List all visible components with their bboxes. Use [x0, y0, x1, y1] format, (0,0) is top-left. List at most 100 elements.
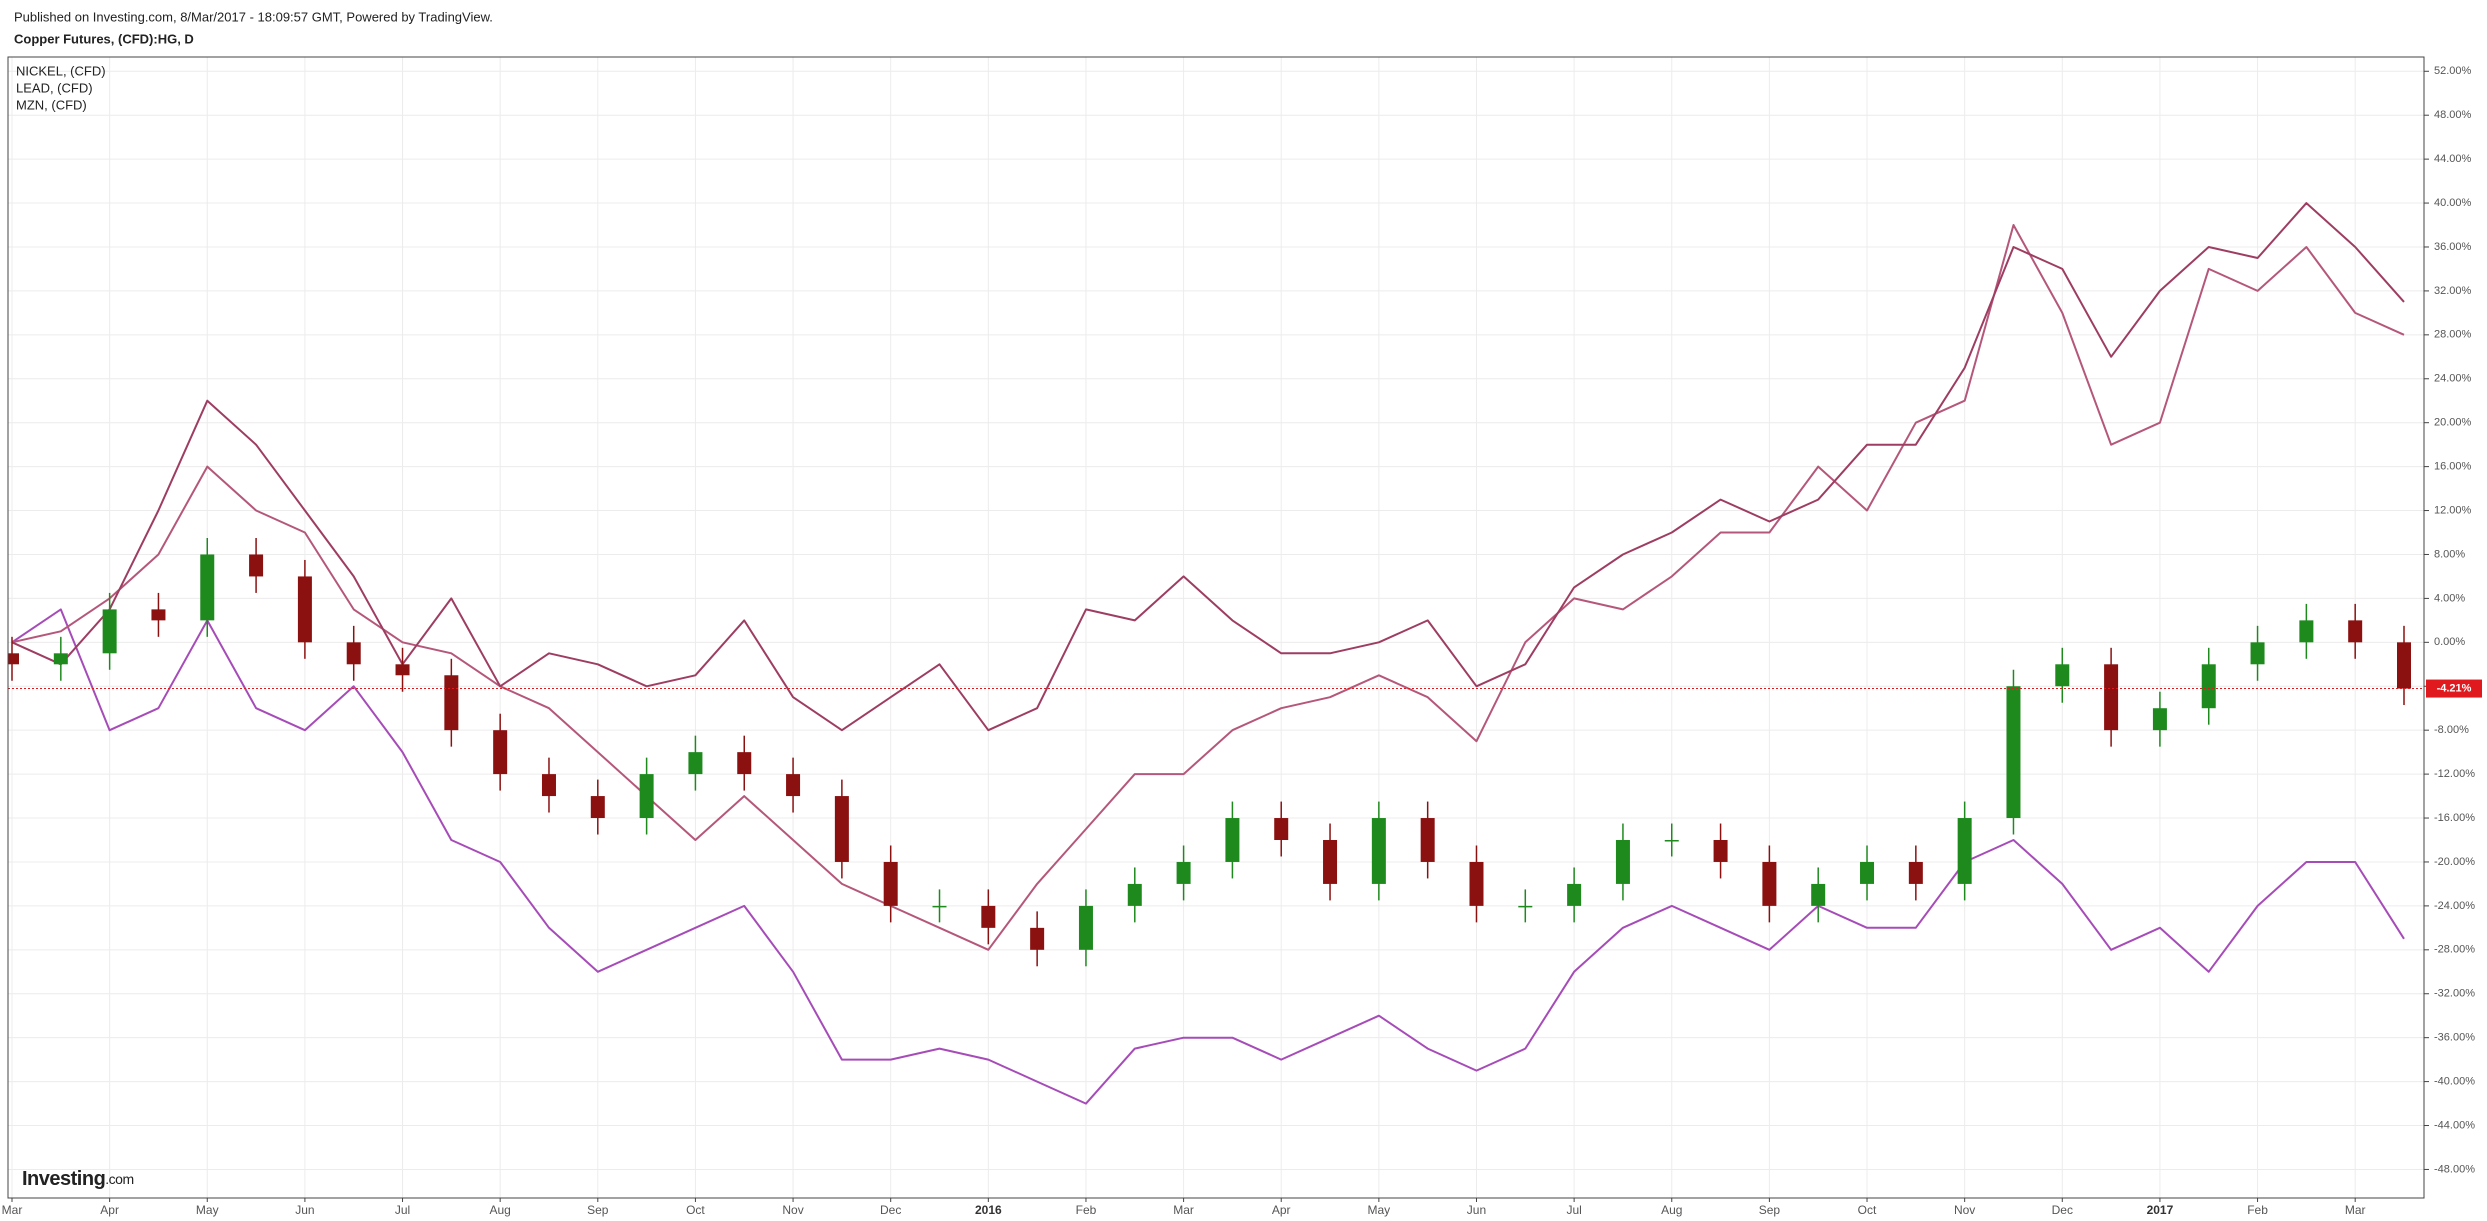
y-tick-label: -28.00% [2434, 944, 2475, 956]
y-tick-label: -40.00% [2434, 1076, 2475, 1088]
x-tick-label: Apr [1272, 1203, 1291, 1217]
x-tick-label: 2017 [2147, 1203, 2174, 1217]
y-tick-label: -44.00% [2434, 1119, 2475, 1131]
x-tick-label: Jul [395, 1203, 410, 1217]
candle-body [2348, 620, 2363, 643]
x-tick-label: Feb [1076, 1203, 1097, 1217]
y-tick-label: 8.00% [2434, 548, 2465, 560]
candle-body [2006, 686, 2021, 819]
x-tick-label: Jun [1467, 1203, 1486, 1217]
series-line [11, 224, 2405, 951]
candle-body [2397, 642, 2411, 689]
x-tick-label: Feb [2247, 1203, 2268, 1217]
x-tick-label: Dec [880, 1203, 901, 1217]
x-tick-label: Oct [686, 1203, 705, 1217]
y-tick-label: 12.00% [2434, 504, 2472, 516]
series-line [11, 202, 2405, 732]
legend-label: LEAD, (CFD) [16, 80, 93, 95]
candle-body [1518, 905, 1533, 908]
x-tick-label: May [196, 1203, 219, 1217]
candle-body [1811, 883, 1826, 906]
plot-border [7, 56, 2425, 1199]
candle-body [2250, 642, 2265, 665]
candle-body [688, 752, 703, 775]
candle-body [1664, 839, 1679, 842]
y-tick-label: -16.00% [2434, 812, 2475, 824]
y-tick-label: -24.00% [2434, 900, 2475, 912]
candle-body [2055, 664, 2070, 687]
candle-body [883, 861, 898, 906]
candle-body [1030, 927, 1045, 950]
y-tick-label: -12.00% [2434, 768, 2475, 780]
candle-body [1908, 861, 1923, 884]
candle-body [249, 554, 264, 577]
y-tick-label: 44.00% [2434, 153, 2472, 165]
candle-body [2104, 664, 2119, 731]
y-tick-label: 36.00% [2434, 241, 2472, 253]
candle-body [1957, 818, 1972, 884]
y-tick-label: 48.00% [2434, 109, 2472, 121]
x-tick-label: Aug [489, 1203, 510, 1217]
y-tick-label: 32.00% [2434, 285, 2472, 297]
candle-body [1615, 839, 1630, 884]
x-tick-label: Mar [2345, 1203, 2366, 1217]
grid-layer [8, 57, 2424, 1198]
last-price-label: -4.21% [2437, 682, 2472, 694]
axes-layer: 52.00% 48.00% 44.00% 40.00% 36.00% 32.00% 28.0… [2, 65, 2482, 1217]
x-tick-label: Oct [1858, 1203, 1877, 1217]
candle-body [2201, 664, 2216, 709]
candle-body [1225, 818, 1240, 862]
candle-body [346, 642, 361, 665]
legend: NICKEL, (CFD) LEAD, (CFD) MZN, (CFD) [16, 63, 106, 112]
logo: Investing.com [22, 1168, 134, 1190]
candle-body [444, 675, 459, 731]
candle-body [1860, 861, 1875, 884]
y-tick-label: -20.00% [2434, 856, 2475, 868]
candle-body [1127, 883, 1142, 906]
chart-title: Copper Futures, (CFD):HG, D [14, 31, 194, 46]
y-tick-label: 52.00% [2434, 65, 2472, 77]
legend-label: NICKEL, (CFD) [16, 63, 106, 78]
published-note: Published on Investing.com, 8/Mar/2017 -… [14, 9, 493, 24]
y-tick-label: 20.00% [2434, 417, 2472, 429]
x-tick-label: Dec [2052, 1203, 2073, 1217]
x-tick-label: Apr [100, 1203, 119, 1217]
candle-body [1371, 818, 1386, 884]
y-tick-label: 0.00% [2434, 636, 2465, 648]
candle-body [541, 774, 556, 797]
y-tick-label: -36.00% [2434, 1032, 2475, 1044]
candle-body [297, 576, 312, 643]
y-tick-label: -8.00% [2434, 724, 2469, 736]
candle-body [2152, 708, 2167, 731]
logo-main: Investing [22, 1168, 105, 1190]
y-tick-label: -48.00% [2434, 1163, 2475, 1175]
series-line [11, 608, 2405, 1105]
x-tick-label: Aug [1661, 1203, 1682, 1217]
x-tick-label: Jun [295, 1203, 314, 1217]
candle-body [1469, 861, 1484, 906]
candle-body [1176, 861, 1191, 884]
x-tick-label: Sep [1759, 1203, 1781, 1217]
x-tick-label: Sep [587, 1203, 609, 1217]
y-tick-label: 40.00% [2434, 197, 2472, 209]
logo-suffix: .com [105, 1171, 133, 1187]
candle-body [932, 905, 947, 908]
y-tick-label: -32.00% [2434, 988, 2475, 1000]
x-tick-label: 2016 [975, 1203, 1002, 1217]
last-price-box [2426, 679, 2482, 698]
y-tick-label: 4.00% [2434, 592, 2465, 604]
candle-body [1713, 839, 1728, 862]
x-tick-label: May [1368, 1203, 1391, 1217]
candle-body [200, 554, 215, 621]
candle-body [102, 609, 117, 654]
candle-body [1323, 839, 1338, 884]
candle-body [1078, 905, 1093, 950]
candle-body [2299, 620, 2314, 643]
y-tick-label: 16.00% [2434, 461, 2472, 473]
candle-body [1567, 883, 1582, 906]
y-tick-label: 24.00% [2434, 373, 2472, 385]
candle-body [737, 752, 752, 775]
candle-body [590, 796, 605, 819]
candle-body [395, 664, 410, 676]
